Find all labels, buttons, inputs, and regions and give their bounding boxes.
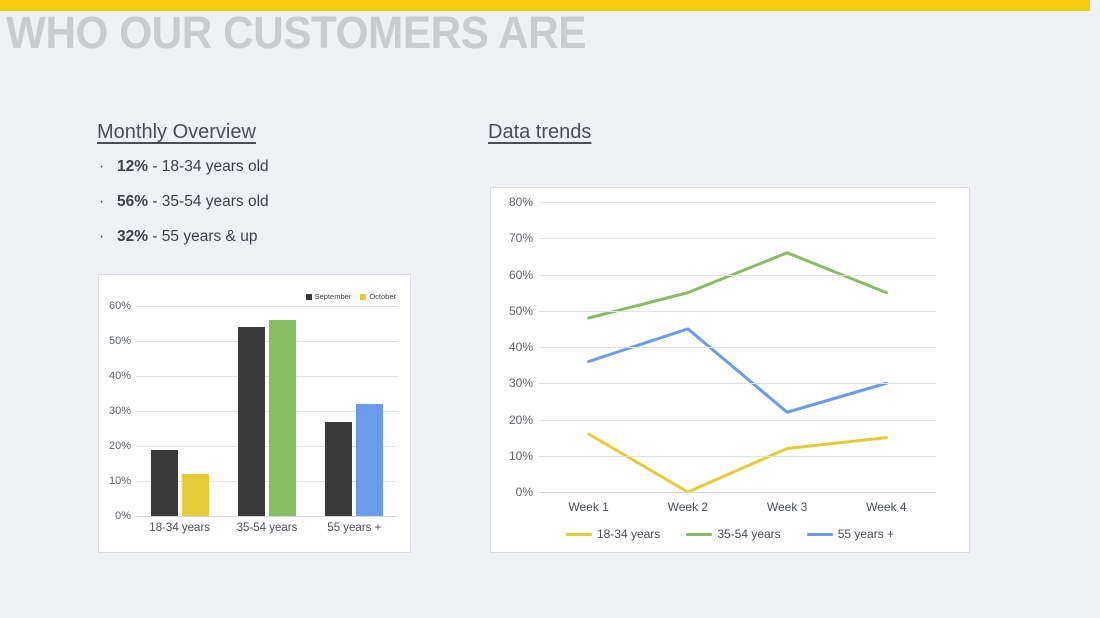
bar-chart-x-axis-labels: 18-34 years 35-54 years 55 years +	[136, 522, 398, 542]
bar-chart-card: September October 0% 10% 20% 30% 40% 50% 60% 18…	[98, 274, 411, 553]
line-chart-svg	[587, 251, 888, 494]
x-axis-tick-label: 18-34 years	[149, 522, 211, 534]
gridline	[136, 376, 398, 377]
gridline	[539, 347, 936, 348]
bullet-text: - 18-34 years old	[148, 158, 269, 175]
bar-chart-plot: September October 0% 10% 20% 30% 40% 50% 60% 18…	[109, 292, 398, 537]
y-axis-tick-label: 0%	[515, 485, 533, 499]
legend-swatch-icon	[305, 293, 312, 300]
data-trends-heading: Data trends	[488, 121, 592, 143]
y-axis-tick-label: 20%	[108, 440, 131, 452]
bullet-percent: 12%	[117, 158, 149, 175]
gridline	[539, 274, 936, 276]
legend-entry: September	[305, 292, 352, 301]
line-chart-x-axis-labels: Week 1 Week 2 Week 3 Week 4	[539, 500, 936, 520]
list-item: · 56% - 35-54 years old	[97, 193, 427, 211]
legend-label: 55 years +	[837, 527, 895, 541]
bar	[356, 404, 384, 516]
legend-swatch-icon	[686, 532, 713, 536]
list-item: · 32% - 55 years & up	[97, 228, 427, 246]
monthly-overview-heading: Monthly Overview	[97, 121, 256, 143]
y-axis-tick-label: 70%	[508, 231, 533, 246]
gridline	[539, 238, 936, 240]
x-axis-tick-label: Week 3	[766, 500, 808, 514]
legend-label: September	[314, 292, 352, 301]
bullet-dot-icon: ·	[99, 228, 105, 245]
legend-label: 18-34 years	[596, 527, 661, 541]
bullet-text: - 55 years & up	[148, 228, 258, 245]
y-axis-tick-label: 40%	[108, 370, 131, 382]
y-axis-tick-label: 50%	[108, 335, 131, 347]
legend-label: 35-54 years	[717, 527, 781, 541]
legend-swatch-icon	[565, 532, 592, 536]
bar-chart-plot-area: 0% 10% 20% 30% 40% 50% 60%	[109, 300, 398, 522]
gridline	[136, 446, 398, 447]
line-chart-legend: 18-34 years 35-54 years 55 years +	[491, 527, 969, 541]
y-axis-tick-label: 40%	[508, 340, 533, 354]
y-axis-tick-label: 30%	[508, 376, 533, 391]
bar	[325, 421, 353, 516]
gridline	[539, 310, 936, 312]
bar	[150, 449, 178, 516]
bullet-percent: 56%	[117, 193, 149, 210]
gridline	[539, 383, 936, 385]
y-axis-tick-label: 10%	[108, 475, 131, 487]
y-axis-tick-label: 0%	[115, 510, 131, 522]
gridline	[136, 306, 398, 307]
bullet-text: - 35-54 years old	[148, 193, 269, 210]
gridline	[136, 481, 398, 482]
list-item: · 12% - 18-34 years old	[97, 158, 427, 176]
gridline	[136, 341, 398, 342]
x-axis-tick-label: 55 years +	[327, 522, 382, 534]
top-accent-bar	[0, 0, 1090, 11]
legend-label: October	[369, 292, 396, 301]
bar-chart-legend: September October	[305, 292, 396, 301]
y-axis-tick-label: 30%	[108, 405, 131, 417]
page-title: WHO OUR CUSTOMERS ARE	[6, 7, 587, 58]
y-axis-tick-label: 60%	[508, 267, 533, 282]
bar	[238, 327, 265, 516]
legend-swatch-icon	[360, 293, 367, 300]
legend-entry: 55 years +	[806, 527, 895, 541]
line-series	[587, 327, 888, 414]
monthly-overview-list: · 12% - 18-34 years old · 56% - 35-54 years…	[97, 158, 427, 263]
x-axis-tick-label: Week 1	[568, 500, 609, 514]
legend-entry: October	[360, 292, 396, 301]
y-axis-tick-label: 60%	[108, 300, 131, 312]
y-axis-tick-label: 10%	[508, 448, 533, 463]
legend-entry: 35-54 years	[686, 527, 781, 541]
bar	[269, 320, 296, 516]
bar	[181, 474, 209, 516]
x-axis-tick-label: Week 2	[667, 500, 709, 514]
gridline	[539, 202, 936, 203]
bullet-percent: 32%	[117, 228, 149, 245]
x-axis-tick-label: Week 4	[866, 500, 907, 514]
line-chart-plot: 0% 10% 20% 30% 40% 50% 60% 70% 80%	[509, 195, 936, 499]
gridline	[539, 455, 936, 457]
gridline	[539, 419, 936, 421]
bullet-dot-icon: ·	[99, 158, 105, 175]
y-axis-tick-label: 20%	[508, 412, 533, 427]
bullet-dot-icon: ·	[99, 193, 105, 210]
gridline	[539, 492, 936, 493]
line-chart-plot-area: 0% 10% 20% 30% 40% 50% 60% 70% 80%	[509, 195, 936, 499]
legend-swatch-icon	[806, 532, 833, 536]
legend-entry: 18-34 years	[565, 527, 661, 541]
x-axis-tick-label: 35-54 years	[236, 522, 298, 534]
y-axis-tick-label: 80%	[508, 195, 533, 209]
gridline	[136, 411, 398, 412]
gridline	[136, 516, 398, 517]
line-series	[587, 251, 888, 320]
y-axis-tick-label: 50%	[508, 303, 533, 318]
line-series	[587, 432, 888, 494]
